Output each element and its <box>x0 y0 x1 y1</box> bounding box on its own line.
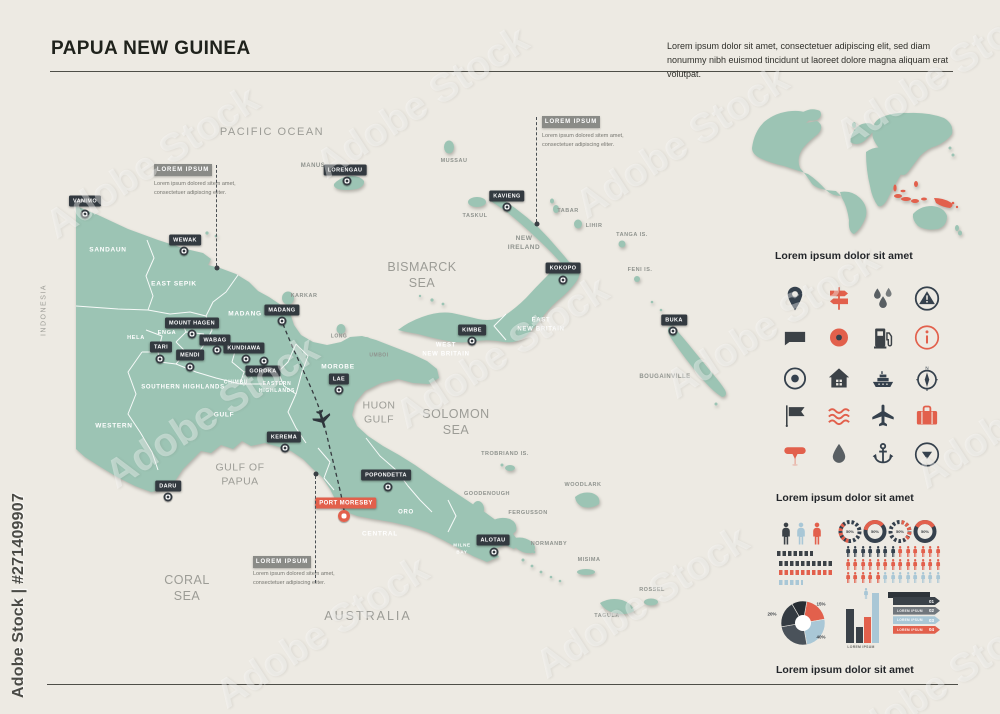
footer-rule <box>47 684 958 686</box>
flight-path-line <box>282 323 345 511</box>
subtitle-text: Lorem ipsum dolor sit amet, consectetuer… <box>667 41 949 79</box>
header-rule <box>50 71 953 73</box>
trobriand-island <box>505 465 515 471</box>
fergusson-island <box>491 517 517 538</box>
bougainville-island <box>667 326 726 397</box>
tanga-island <box>618 240 626 248</box>
new-britain-island <box>398 262 580 343</box>
new-ireland-island <box>489 198 573 272</box>
landmass-group <box>76 109 962 615</box>
stock-watermark-id: Adobe Stock | #271409907 <box>10 493 27 698</box>
karkar-island <box>282 291 294 305</box>
png-mainland <box>76 206 520 562</box>
lihir-island <box>574 219 582 229</box>
tabar-island <box>553 205 559 213</box>
panel-heading-3: Lorem ipsum dolor sit amet <box>776 664 914 676</box>
rossel-island <box>644 598 658 606</box>
goodenough-island <box>472 501 484 517</box>
page-title: PAPUA NEW GUINEA <box>51 38 251 59</box>
world-map-highlight-region <box>893 181 959 209</box>
panel-heading-2: Lorem ipsum dolor sit amet <box>776 492 914 504</box>
long-island <box>336 324 346 334</box>
world-map-inset <box>752 109 962 236</box>
panel-heading-1: Lorem ipsum dolor sit amet <box>775 250 913 262</box>
manus-island <box>333 175 365 190</box>
tabar-islet <box>550 198 554 204</box>
new-hanover-island <box>468 197 486 207</box>
tagula-island <box>600 599 634 615</box>
woodlark-island <box>575 492 600 508</box>
buka-island <box>668 318 674 326</box>
airplane-route-icon <box>312 409 331 428</box>
misima-island <box>577 569 595 575</box>
feni-island <box>634 276 640 282</box>
mussau-island <box>444 140 454 154</box>
umboi-island <box>359 337 373 353</box>
